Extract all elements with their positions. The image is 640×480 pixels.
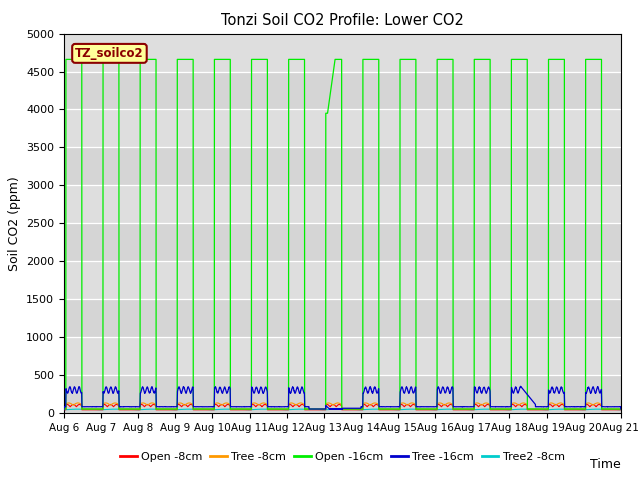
Text: Time: Time: [590, 458, 621, 471]
Bar: [64, 72, 621, 109]
Text: TZ_soilco2: TZ_soilco2: [75, 47, 144, 60]
Bar: [64, 299, 621, 337]
Bar: [64, 109, 621, 147]
Bar: [64, 337, 621, 375]
Legend: Open -8cm, Tree -8cm, Open -16cm, Tree -16cm, Tree2 -8cm: Open -8cm, Tree -8cm, Open -16cm, Tree -…: [115, 447, 570, 466]
Bar: [64, 185, 621, 223]
Bar: [64, 261, 621, 299]
Bar: [64, 375, 621, 413]
Bar: [64, 34, 621, 72]
Bar: [64, 223, 621, 261]
Y-axis label: Soil CO2 (ppm): Soil CO2 (ppm): [8, 176, 20, 271]
Bar: [64, 147, 621, 185]
Title: Tonzi Soil CO2 Profile: Lower CO2: Tonzi Soil CO2 Profile: Lower CO2: [221, 13, 464, 28]
